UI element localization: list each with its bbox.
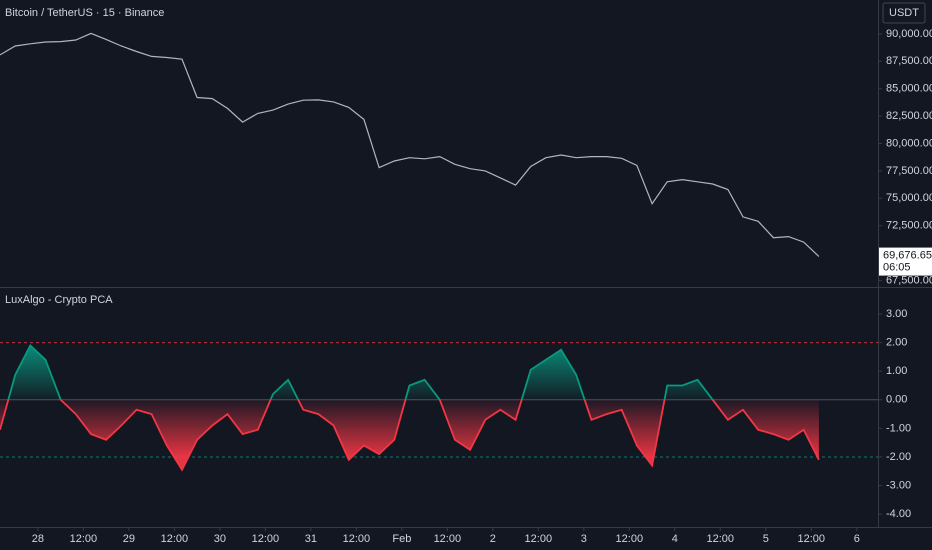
x-tick-label: 12:00: [707, 533, 735, 545]
y-tick-label: 1.00: [886, 365, 907, 377]
y-tick-label: 67,500.00: [886, 274, 932, 286]
y-tick-label: -2.00: [886, 451, 911, 463]
x-tick-label: 30: [214, 533, 226, 545]
x-tick-label: 6: [854, 533, 860, 545]
y-tick-label: 3.00: [886, 308, 907, 320]
symbol-title: Bitcoin / TetherUS · 15 · Binance: [5, 7, 164, 19]
x-tick-label: 2: [490, 533, 496, 545]
x-tick-label: 12:00: [70, 533, 98, 545]
y-tick-label: 90,000.00: [886, 28, 932, 40]
x-tick-label: 4: [672, 533, 678, 545]
currency-button[interactable]: [882, 2, 926, 24]
x-tick-label: 31: [305, 533, 317, 545]
y-tick-label: 82,500.00: [886, 110, 932, 122]
oscillator-line: [0, 399, 820, 472]
y-tick-label: 85,000.00: [886, 83, 932, 95]
y-tick-label: 0.00: [886, 394, 907, 406]
x-tick-label: 12:00: [616, 533, 644, 545]
x-tick-label: 12:00: [798, 533, 826, 545]
countdown-label: 06:05: [883, 261, 911, 273]
x-tick-label: 12:00: [252, 533, 280, 545]
y-tick-label: 77,500.00: [886, 165, 932, 177]
x-tick-label: 28: [32, 533, 44, 545]
x-tick-label: 29: [123, 533, 135, 545]
y-tick-label: 2.00: [886, 337, 907, 349]
x-tick-label: 12:00: [161, 533, 189, 545]
x-tick-label: 5: [763, 533, 769, 545]
currency-label: USDT: [889, 7, 919, 19]
y-tick-label: 75,000.00: [886, 192, 932, 204]
x-tick-label: 3: [581, 533, 587, 545]
x-tick-label: Feb: [392, 533, 411, 545]
y-tick-label: 80,000.00: [886, 137, 932, 149]
y-tick-label: -4.00: [886, 508, 911, 520]
x-tick-label: 12:00: [434, 533, 462, 545]
x-tick-label: 12:00: [343, 533, 371, 545]
oscillator-line: [7, 344, 714, 400]
indicator-title: LuxAlgo - Crypto PCA: [5, 294, 113, 306]
y-tick-label: 72,500.00: [886, 220, 932, 232]
last-price-label: 69,676.65: [883, 249, 932, 261]
oscillator-area: [0, 399, 819, 470]
x-tick-label: 12:00: [525, 533, 553, 545]
y-tick-label: 87,500.00: [886, 55, 932, 67]
y-tick-label: -3.00: [886, 479, 911, 491]
last-price-box: [879, 247, 932, 276]
price-line: [0, 32, 820, 257]
oscillator-area: [0, 345, 819, 400]
y-tick-label: -1.00: [886, 422, 911, 434]
